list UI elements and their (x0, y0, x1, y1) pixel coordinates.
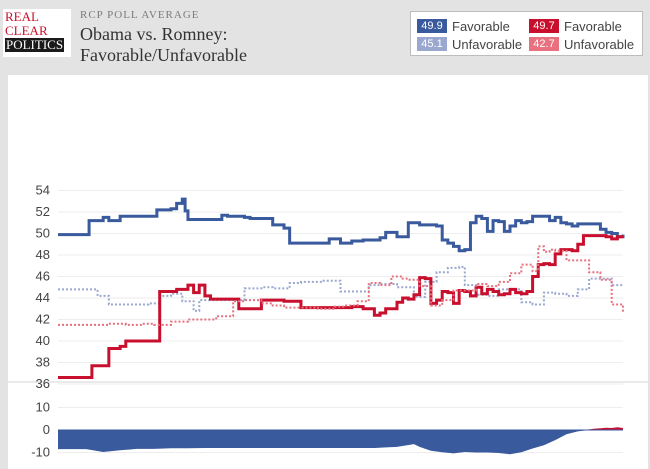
chart-title-line-2: Favorable/Unfavorable (80, 45, 247, 65)
y-tick-label-54: 54 (36, 183, 50, 198)
legend-item-romney-favorable: 49.7 Favorable (529, 18, 622, 34)
legend-item-obama-favorable: 49.9 Favorable (417, 18, 510, 34)
y-tick-label-42: 42 (36, 312, 50, 327)
series-line-romney-favorable (58, 234, 623, 380)
chart-svg: 36 38 40 42 44 46 48 50 52 54 10 0 -10 (8, 85, 648, 460)
spread-area-negative (58, 430, 623, 455)
logo-line-1: REAL (5, 9, 39, 24)
legend-value-romney-favorable: 49.7 (529, 19, 559, 33)
legend: 49.9 Favorable 45.1 Unfavorable 49.7 Fav… (410, 11, 643, 56)
main-plot-area (58, 85, 623, 375)
legend-item-romney-unfavorable: 42.7 Unfavorable (529, 36, 634, 52)
chart-kicker: RCP POLL AVERAGE (80, 9, 200, 21)
y-tick-label-46: 46 (36, 269, 50, 284)
series-line-obama-unfavorable (58, 265, 624, 312)
legend-value-romney-unfavorable: 42.7 (529, 37, 559, 51)
chart-title: Obama vs. Romney: Favorable/Unfavorable (80, 24, 247, 66)
y-tick-label-40: 40 (36, 333, 50, 348)
y-tick-label-50: 50 (36, 226, 50, 241)
legend-label-romney-unfavorable: Unfavorable (564, 36, 635, 52)
y-tick-label-38: 38 (36, 355, 50, 370)
series-line-obama-favorable (58, 197, 625, 253)
y-tick-label-48: 48 (36, 247, 50, 262)
logo-line-2: CLEAR (5, 23, 48, 38)
legend-item-obama-unfavorable: 45.1 Unfavorable (417, 36, 522, 52)
legend-label-romney-favorable: Favorable (564, 18, 622, 34)
y-tick-label-44: 44 (36, 290, 50, 305)
spread-y-tick-label--10: -10 (31, 445, 50, 460)
series-line-romney-unfavorable (58, 245, 624, 326)
legend-label-obama-favorable: Favorable (452, 18, 510, 34)
legend-value-obama-unfavorable: 45.1 (417, 37, 447, 51)
chart-panel: 36 38 40 42 44 46 48 50 52 54 10 0 -10 (8, 75, 648, 469)
y-tick-label-36: 36 (36, 376, 50, 391)
y-tick-label-52: 52 (36, 204, 50, 219)
spread-y-tick-label-0: 0 (43, 422, 50, 437)
legend-label-obama-unfavorable: Unfavorable (452, 36, 523, 52)
legend-value-obama-favorable: 49.9 (417, 19, 447, 33)
logo-line-3: POLITICS (5, 37, 65, 52)
chart-title-line-1: Obama vs. Romney: (80, 24, 228, 44)
spread-y-tick-label-10: 10 (36, 400, 50, 415)
rcp-logo: REAL CLEAR POLITICS (3, 9, 71, 57)
